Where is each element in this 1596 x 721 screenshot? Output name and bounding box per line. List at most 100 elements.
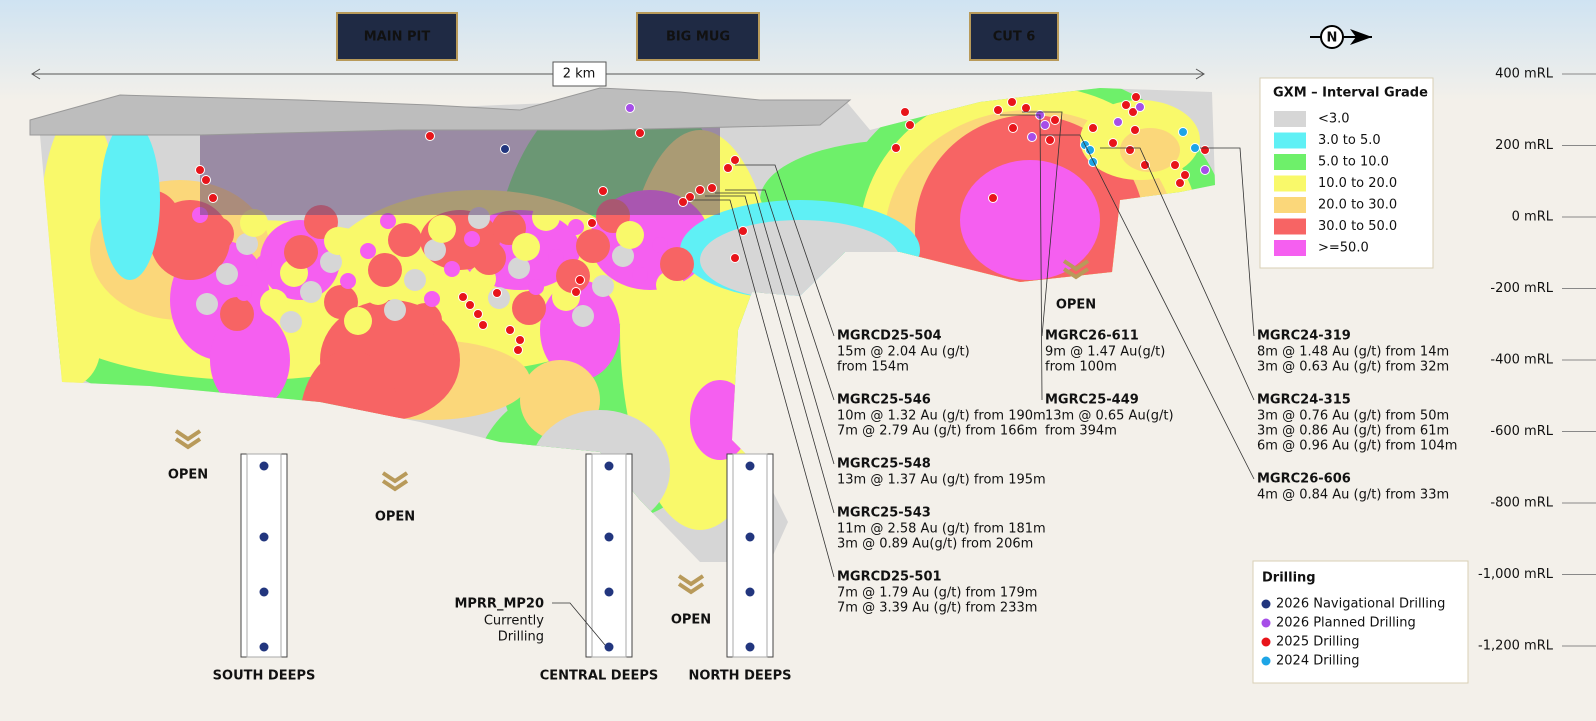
drill-hole-result: 3m @ 0.89 Au(g/t) from 206m bbox=[837, 537, 1033, 552]
grade-label: 20.0 to 30.0 bbox=[1318, 198, 1397, 213]
drill-hole-result: from 154m bbox=[837, 360, 909, 375]
drill-point bbox=[473, 309, 483, 319]
drill-point bbox=[259, 642, 269, 652]
grade-zone bbox=[556, 259, 590, 293]
drill-point bbox=[587, 218, 597, 228]
grade-zone bbox=[408, 303, 442, 337]
drill-point bbox=[1170, 160, 1180, 170]
grade-zone bbox=[260, 289, 288, 317]
grade-zone bbox=[424, 239, 446, 261]
grade-swatch bbox=[1274, 132, 1306, 149]
pit-label-box bbox=[969, 12, 1059, 61]
drill-point bbox=[1050, 115, 1060, 125]
leader-line bbox=[1000, 114, 1043, 401]
leader-line bbox=[705, 195, 835, 514]
grade-zone bbox=[528, 279, 544, 295]
leader-line bbox=[552, 602, 606, 646]
drill-point bbox=[685, 192, 695, 202]
drill-point bbox=[905, 120, 915, 130]
drill-point bbox=[492, 288, 502, 298]
grade-label: 10.0 to 20.0 bbox=[1318, 176, 1397, 191]
deeps-label: CENTRAL DEEPS bbox=[540, 669, 659, 684]
drilling-legend-label: 2024 Drilling bbox=[1276, 654, 1360, 669]
drill-hole-result: 7m @ 3.39 Au (g/t) from 233m bbox=[837, 601, 1037, 616]
drill-hole-name: MGRC26-606 bbox=[1257, 472, 1351, 487]
drill-point bbox=[730, 253, 740, 263]
drill-point bbox=[745, 587, 755, 597]
drill-point bbox=[604, 587, 614, 597]
grade-swatch bbox=[1274, 197, 1306, 213]
grade-zone bbox=[652, 237, 668, 253]
drill-point bbox=[1027, 132, 1037, 142]
grade-zone bbox=[616, 221, 644, 249]
drill-hole-name: MGRC25-548 bbox=[837, 457, 931, 472]
drill-point bbox=[1180, 170, 1190, 180]
deeps-column-inner bbox=[246, 453, 282, 658]
drill-point bbox=[723, 163, 733, 173]
elevation-label: -200 mRL bbox=[1490, 281, 1553, 296]
drill-point bbox=[1178, 127, 1188, 137]
grade-swatch bbox=[1274, 175, 1306, 192]
scale-box bbox=[552, 61, 607, 87]
pit-label-box bbox=[636, 12, 760, 61]
legend-dot bbox=[1261, 656, 1271, 666]
drill-point bbox=[425, 131, 435, 141]
drill-point bbox=[208, 193, 218, 203]
grade-zone bbox=[690, 380, 750, 460]
current-hole-note: Currently bbox=[484, 614, 544, 629]
drill-point bbox=[1140, 160, 1150, 170]
open-chevron bbox=[381, 471, 409, 492]
drill-point bbox=[1200, 165, 1210, 175]
leader-line bbox=[735, 164, 835, 337]
drill-hole-name: MGRC24-315 bbox=[1257, 393, 1351, 408]
grade-zone bbox=[344, 307, 372, 335]
grade-label: 5.0 to 10.0 bbox=[1318, 155, 1389, 170]
drill-point bbox=[259, 587, 269, 597]
grade-zone bbox=[572, 305, 594, 327]
drill-hole-result: 6m @ 0.96 Au (g/t) from 104m bbox=[1257, 439, 1457, 454]
grade-zone bbox=[632, 267, 648, 283]
drill-point bbox=[1021, 103, 1031, 113]
deeps-column-inner bbox=[732, 453, 768, 658]
grade-zone bbox=[464, 231, 480, 247]
drill-point bbox=[891, 143, 901, 153]
drill-point bbox=[1008, 123, 1018, 133]
drilling-legend-label: 2025 Drilling bbox=[1276, 635, 1360, 650]
drill-point bbox=[465, 300, 475, 310]
grade-zone bbox=[340, 273, 356, 289]
drill-point bbox=[900, 107, 910, 117]
drill-point bbox=[1130, 125, 1140, 135]
drill-hole-result: 3m @ 0.86 Au (g/t) from 61m bbox=[1257, 424, 1449, 439]
drill-point bbox=[1088, 123, 1098, 133]
elevation-label: -1,000 mRL bbox=[1478, 567, 1554, 582]
drilling-legend-label: 2026 Planned Drilling bbox=[1276, 616, 1416, 631]
drill-point bbox=[1125, 145, 1135, 155]
drill-hole-result: 9m @ 1.47 Au(g/t) bbox=[1045, 345, 1165, 360]
grade-legend-box bbox=[1259, 77, 1434, 269]
grade-zone bbox=[384, 299, 406, 321]
drill-point bbox=[988, 193, 998, 203]
drill-hole-result: from 394m bbox=[1045, 424, 1117, 439]
drill-point bbox=[604, 461, 614, 471]
elevation-label: -400 mRL bbox=[1490, 353, 1553, 368]
grade-zone bbox=[548, 249, 564, 265]
grade-zone bbox=[236, 233, 258, 255]
north-arrow-head bbox=[1350, 29, 1372, 45]
drill-point bbox=[707, 183, 717, 193]
drill-point bbox=[678, 197, 688, 207]
grade-zone bbox=[320, 251, 342, 273]
leader-line bbox=[725, 189, 835, 401]
drill-hole-name: MGRCD25-501 bbox=[837, 570, 942, 585]
open-chevron bbox=[1062, 259, 1090, 280]
grade-zone bbox=[210, 310, 290, 410]
grade-zone bbox=[300, 350, 400, 490]
grade-zone bbox=[444, 261, 460, 277]
drill-point bbox=[458, 292, 468, 302]
grade-swatch bbox=[1274, 111, 1306, 127]
drill-hole-result: 7m @ 2.79 Au (g/t) from 166m bbox=[837, 424, 1037, 439]
grade-zone bbox=[512, 233, 540, 261]
grade-zone bbox=[612, 245, 634, 267]
elevation-label: -1,200 mRL bbox=[1478, 639, 1554, 654]
drill-point bbox=[745, 642, 755, 652]
drill-point bbox=[505, 325, 515, 335]
